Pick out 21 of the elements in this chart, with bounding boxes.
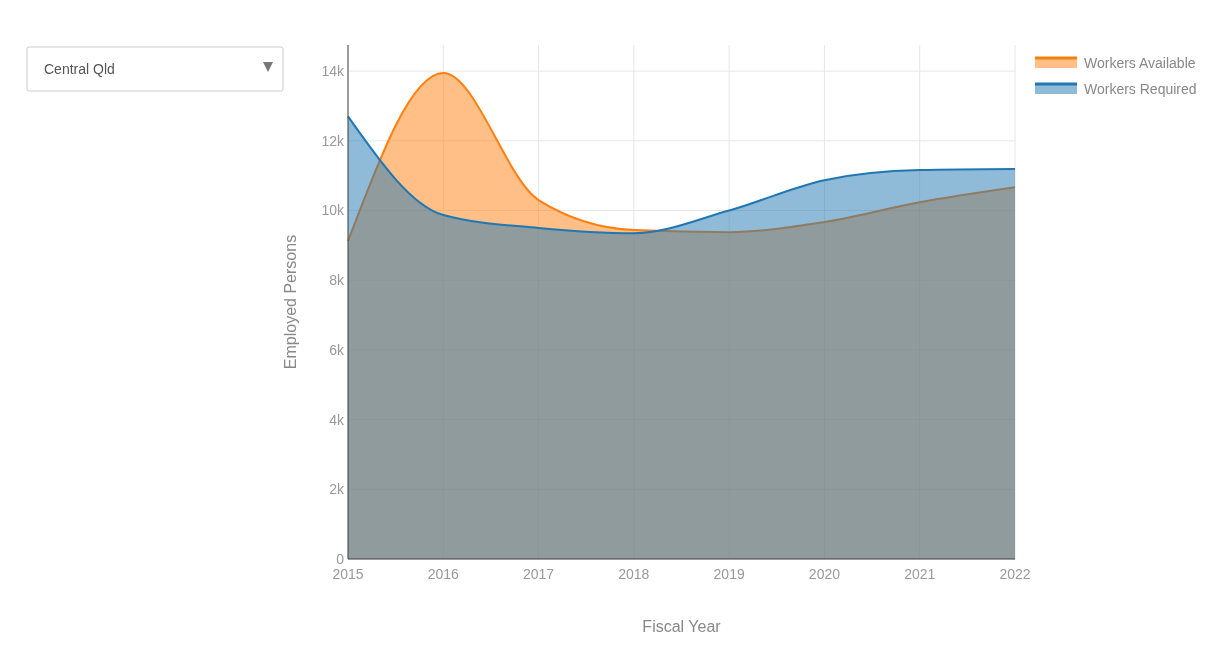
x-tick-label: 2015 (332, 566, 364, 582)
x-tick-label: 2020 (808, 566, 841, 582)
x-tick-label: 2021 (904, 566, 936, 582)
y-tick-label: 10k (321, 202, 345, 219)
y-tick-label: 12k (321, 132, 345, 149)
y-tick-label: 2k (329, 481, 345, 498)
x-axis-title: Fiscal Year (642, 618, 722, 635)
x-tick-label: 2016 (427, 566, 460, 582)
y-tick-label: 4k (329, 411, 345, 428)
y-tick-label: 6k (329, 341, 345, 358)
y-tick-label: 0 (336, 550, 345, 567)
x-tick-label: 2022 (999, 566, 1031, 582)
y-axis-title: Employed Persons (282, 234, 299, 370)
text: Central Qld (44, 61, 115, 77)
legend-label: Workers Required (1084, 80, 1197, 97)
y-tick-label: 8k (329, 272, 345, 289)
x-tick-label: 2017 (522, 566, 555, 582)
x-tick-label: 2019 (713, 566, 745, 582)
legend-label: Workers Available (1084, 54, 1196, 71)
y-tick-label: 14k (321, 63, 345, 80)
x-tick-label: 2018 (618, 566, 650, 582)
